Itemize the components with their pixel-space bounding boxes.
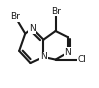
Text: Cl: Cl xyxy=(78,55,87,64)
Text: N: N xyxy=(64,48,71,57)
Text: Br: Br xyxy=(51,7,60,16)
Text: N: N xyxy=(40,52,47,62)
Text: Br: Br xyxy=(10,12,20,21)
Text: N: N xyxy=(29,24,36,33)
